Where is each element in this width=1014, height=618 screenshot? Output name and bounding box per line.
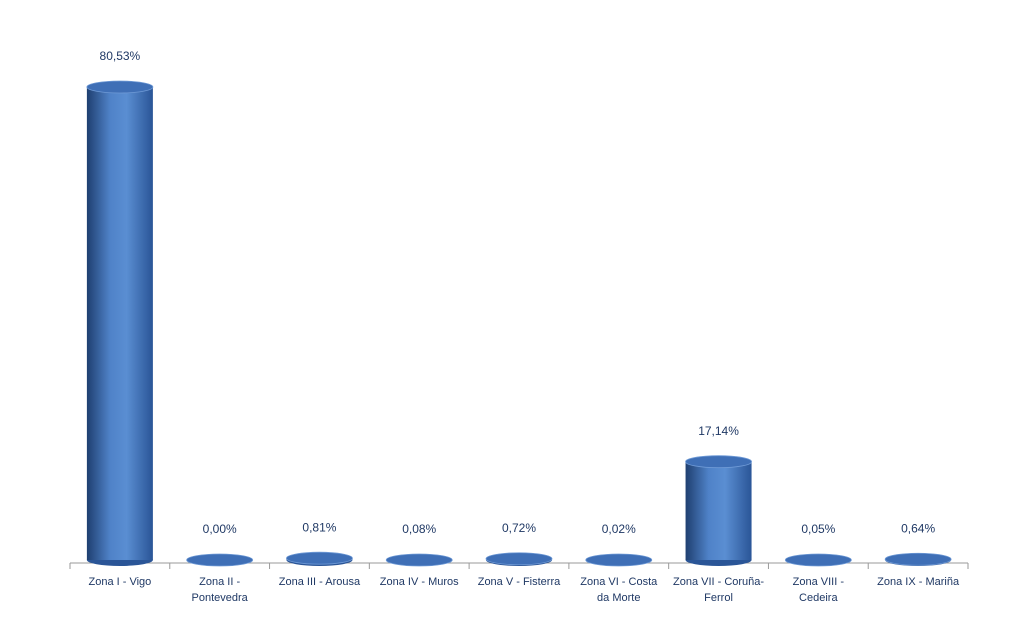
x-tick-label: Zona IX - Mariña bbox=[877, 576, 960, 588]
value-label: 0,08% bbox=[402, 522, 436, 536]
value-label: 0,02% bbox=[602, 522, 636, 536]
value-label: 17,14% bbox=[698, 424, 739, 438]
bar-top bbox=[685, 455, 752, 469]
value-label: 0,72% bbox=[502, 521, 536, 535]
value-label: 0,00% bbox=[203, 522, 237, 536]
value-label: 0,64% bbox=[901, 521, 935, 535]
value-label: 0,05% bbox=[801, 522, 835, 536]
value-label: 80,53% bbox=[100, 49, 141, 63]
bar-top bbox=[385, 553, 453, 567]
bar-top bbox=[784, 553, 852, 567]
x-tick-label: Zona IV - Muros bbox=[379, 576, 459, 588]
bar bbox=[86, 87, 153, 560]
x-tick-label: Zona III - Arousa bbox=[278, 576, 361, 588]
x-tick-label: Zona II - Pontevedra bbox=[191, 576, 248, 604]
bar-top bbox=[585, 553, 653, 567]
value-label: 0,81% bbox=[302, 520, 336, 534]
bar-top bbox=[86, 80, 154, 94]
x-tick-label: Zona VII - Coruña-Ferrol bbox=[672, 576, 765, 604]
x-tick-label: Zona V - Fisterra bbox=[477, 576, 561, 588]
x-tick-label: Zona VI - Costa da Morte bbox=[580, 576, 658, 604]
bar-top bbox=[485, 552, 553, 566]
bar-top bbox=[884, 552, 952, 566]
x-tick-label: Zona VIII - Cedeira bbox=[792, 576, 844, 604]
bar-top bbox=[286, 551, 353, 565]
x-tick-label: Zona I - Vigo bbox=[88, 576, 152, 588]
bar bbox=[685, 461, 752, 560]
bar-top bbox=[186, 553, 254, 567]
